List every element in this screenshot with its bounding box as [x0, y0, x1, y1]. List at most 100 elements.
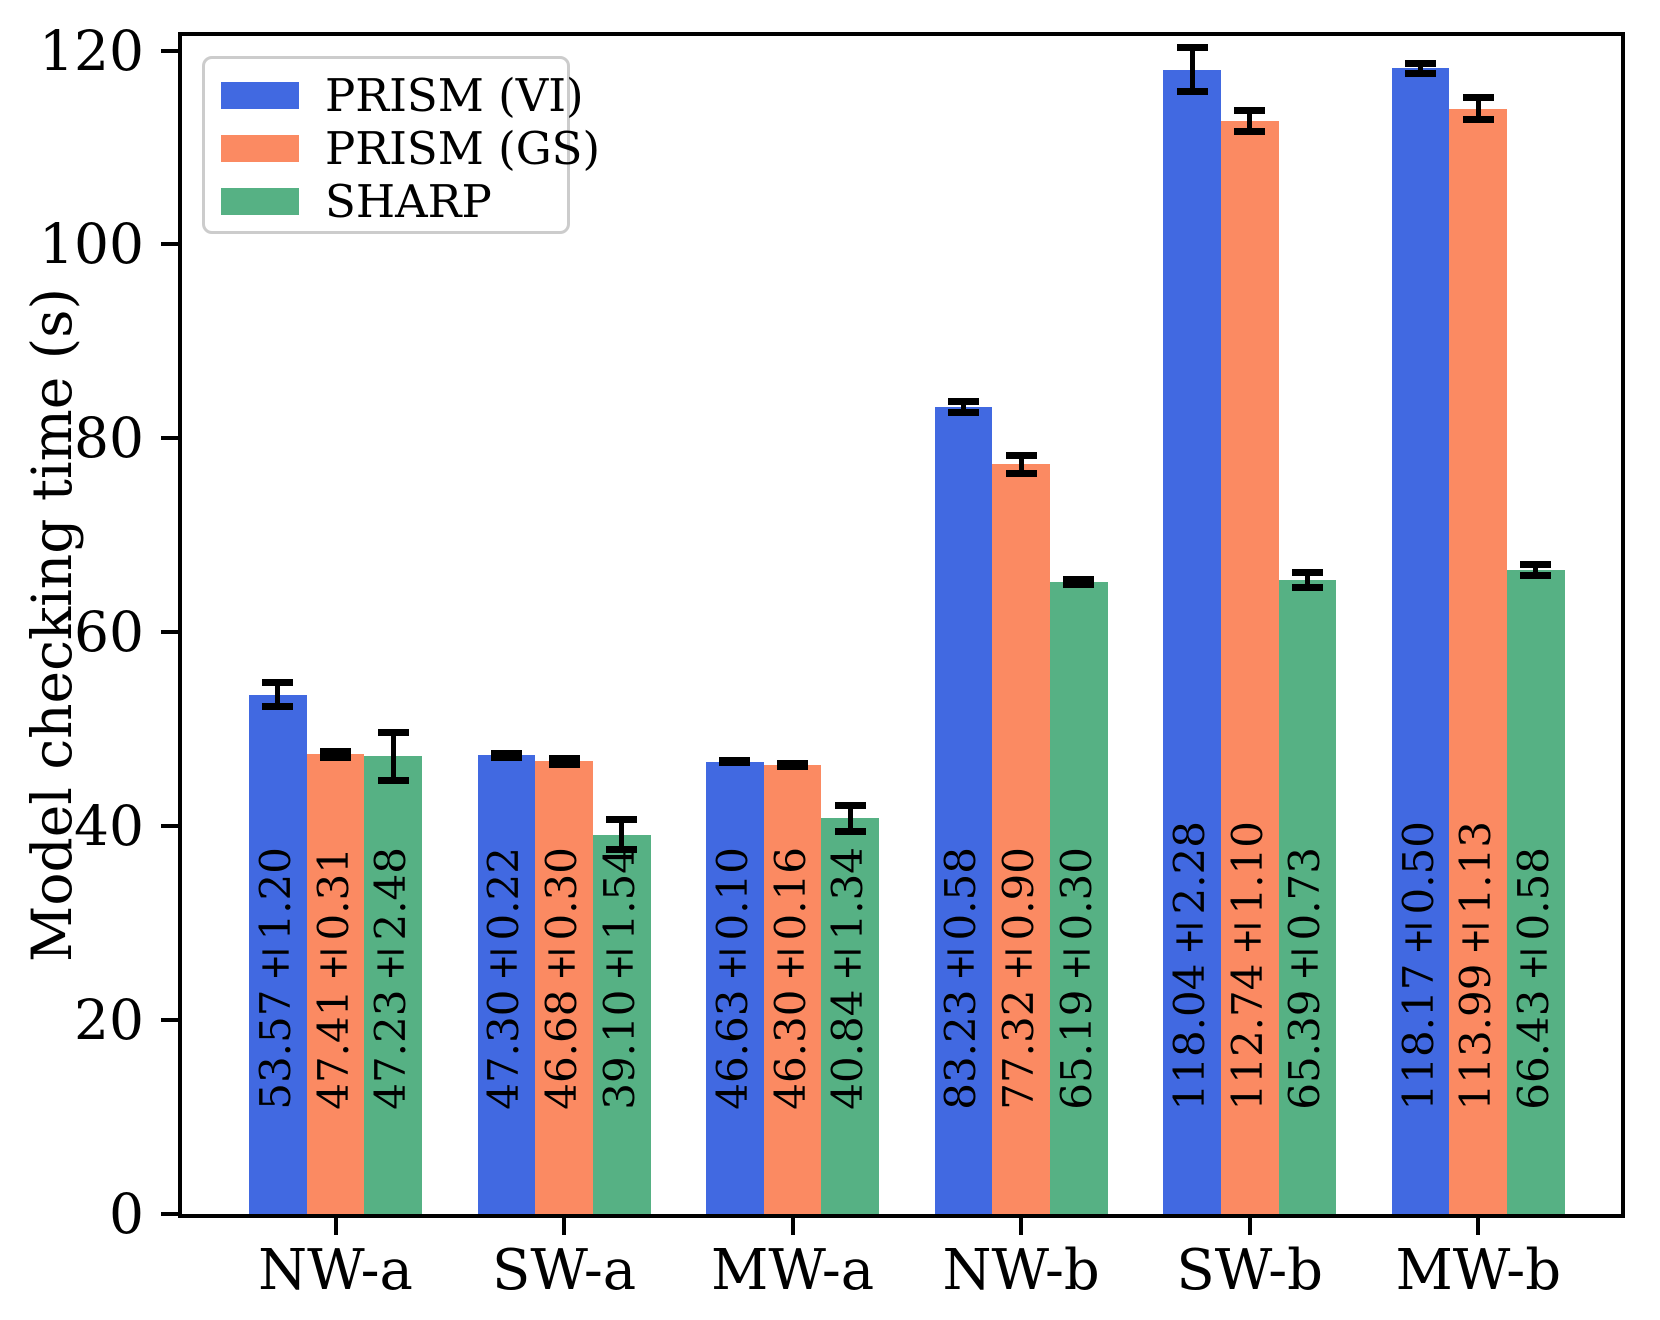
x-axis-tick-label: SW-a — [491, 1238, 637, 1303]
error-bar — [1247, 110, 1253, 132]
bar-prism-vi-sw-b — [1163, 69, 1221, 1214]
bar-prism-vi-mw-b — [1391, 68, 1450, 1214]
error-bar-cap-bottom — [719, 759, 751, 767]
legend-swatch-prism-gs — [221, 135, 299, 162]
bar-prism-gs-nw-a — [306, 754, 365, 1214]
bar-prism-gs-sw-b — [1220, 120, 1279, 1214]
error-bar-cap-top — [1462, 94, 1494, 102]
error-bar-cap-bottom — [1462, 116, 1494, 124]
bar-sharp-nw-a — [364, 756, 423, 1214]
error-bar-cap-bottom — [262, 702, 294, 710]
error-bar-cap-top — [548, 755, 580, 763]
error-bar-cap-bottom — [1176, 88, 1208, 96]
bar-value-label: 65.39±0.73 — [1280, 847, 1330, 1110]
x-axis-tick — [562, 1218, 567, 1235]
error-bar-cap-top — [1234, 106, 1266, 114]
error-bar-cap-top — [1291, 569, 1323, 577]
error-bar-cap-bottom — [1234, 128, 1266, 136]
legend-label-prism-gs: PRISM (GS) — [325, 122, 601, 175]
y-axis-tick-label: 20 — [74, 988, 144, 1053]
error-bar-cap-top — [1005, 452, 1037, 460]
bar-value-label: 65.19±0.30 — [1051, 847, 1101, 1110]
y-axis-tick — [161, 1018, 178, 1023]
error-bar — [1475, 97, 1481, 120]
error-bar-cap-bottom — [777, 763, 809, 771]
error-bar — [275, 682, 281, 707]
error-bar-cap-top — [834, 801, 866, 809]
bar-prism-vi-nw-b — [934, 407, 993, 1214]
legend-swatch-sharp — [221, 188, 299, 215]
bar-value-label: 113.99±1.13 — [1451, 820, 1501, 1110]
y-axis-tick — [161, 436, 178, 441]
bar-value-label: 112.74±1.10 — [1222, 820, 1272, 1110]
bar-value-label: 47.30±0.22 — [479, 847, 529, 1110]
error-bar — [1533, 564, 1539, 576]
x-axis-tick — [1019, 1218, 1024, 1235]
y-axis-tick-label: 100 — [39, 212, 144, 277]
bar-prism-gs-sw-a — [535, 761, 593, 1214]
y-axis-tick — [161, 824, 178, 829]
error-bar — [960, 401, 966, 413]
bar-value-label: 46.30±0.16 — [765, 847, 815, 1110]
bar-value-label: 46.68±0.30 — [537, 847, 587, 1110]
error-bar-cap-top — [1176, 43, 1208, 51]
error-bar-cap-top — [1063, 575, 1095, 583]
bar-value-label: 83.23±0.58 — [936, 847, 986, 1110]
error-bar-cap-top — [320, 747, 351, 755]
bar-value-label: 66.43±0.58 — [1508, 847, 1558, 1110]
error-bar-cap-top — [606, 816, 638, 824]
bar-value-label: 47.23±2.48 — [366, 847, 416, 1110]
bar-value-label: 77.32±0.90 — [994, 847, 1044, 1110]
error-bar-cap-bottom — [834, 827, 866, 835]
bar-sharp-sw-b — [1278, 580, 1337, 1214]
error-bar-cap-bottom — [548, 760, 580, 768]
y-axis-tick-label: 80 — [74, 406, 144, 471]
error-bar-cap-bottom — [377, 776, 409, 784]
error-bar-cap-top — [1405, 59, 1437, 67]
y-axis-tick — [161, 48, 178, 53]
bar-prism-gs-nw-b — [992, 464, 1050, 1214]
error-bar-cap-bottom — [1291, 583, 1323, 591]
x-axis-tick-label: MW-b — [1395, 1238, 1562, 1303]
error-bar — [1304, 572, 1310, 588]
y-axis-tick — [161, 1212, 178, 1216]
y-axis-tick — [161, 242, 178, 247]
error-bar — [1018, 455, 1024, 474]
legend-label-prism-vi: PRISM (VI) — [325, 69, 584, 122]
legend: PRISM (VI) PRISM (GS) SHARP — [202, 56, 600, 234]
legend-item-prism-gs: PRISM (GS) — [221, 122, 600, 175]
bar-prism-vi-mw-a — [706, 761, 764, 1214]
bar-value-label: 46.63±0.10 — [707, 847, 757, 1110]
error-bar-cap-top — [490, 749, 522, 757]
error-bar-cap-bottom — [320, 753, 351, 761]
error-bar-cap-top — [1520, 560, 1552, 568]
error-bar — [1418, 63, 1424, 74]
error-bar — [847, 805, 853, 832]
legend-label-sharp: SHARP — [325, 175, 492, 228]
bar-value-label: 118.17±0.50 — [1393, 820, 1443, 1110]
error-bar-cap-bottom — [1063, 581, 1095, 589]
x-axis-tick — [1247, 1218, 1252, 1235]
bar-prism-vi-nw-a — [248, 694, 307, 1214]
bar-prism-gs-mw-a — [763, 765, 822, 1214]
x-axis-tick — [333, 1218, 338, 1235]
legend-item-sharp: SHARP — [221, 175, 551, 228]
bar-prism-gs-mw-b — [1449, 108, 1508, 1214]
error-bar-cap-bottom — [1005, 469, 1037, 477]
bar-value-label: 40.84±1.34 — [823, 847, 873, 1110]
x-axis-tick — [790, 1218, 795, 1235]
error-bar — [619, 819, 625, 850]
bar-value-label: 53.57±1.20 — [250, 847, 300, 1110]
error-bar — [1189, 47, 1195, 92]
error-bar-cap-top — [262, 679, 294, 687]
error-bar-cap-top — [377, 728, 409, 736]
x-axis-tick-label: SW-b — [1176, 1238, 1323, 1303]
x-axis-tick — [1476, 1218, 1481, 1235]
bar-sharp-mw-a — [821, 818, 880, 1214]
bar-sharp-sw-a — [592, 834, 651, 1214]
bar-sharp-mw-b — [1507, 569, 1565, 1214]
y-axis-tick-label: 60 — [74, 600, 144, 665]
y-axis-tick-label: 0 — [109, 1182, 144, 1246]
bar-sharp-nw-b — [1050, 581, 1108, 1214]
